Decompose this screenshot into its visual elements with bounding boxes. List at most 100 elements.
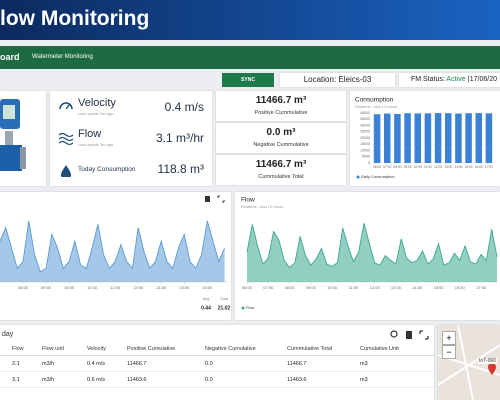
table-card: day Flow Flow unit Velocity Positive Cumula… (0, 325, 434, 400)
bar (424, 113, 432, 163)
table-cell: 3.1 (12, 377, 20, 383)
search-icon[interactable] (390, 330, 398, 338)
total-value: 11466.7 m³ (255, 159, 307, 170)
legend-label: Daily Consumption (361, 174, 395, 179)
column-header: Flow (12, 346, 24, 352)
total-card: 11466.7 m³ Positive Cummulative (216, 91, 346, 121)
y-tick-label: 10000 (360, 148, 370, 152)
status: Active (446, 76, 466, 83)
total-label: Negative Cummulative (253, 142, 309, 148)
x-tick-label: 17:00 (476, 285, 487, 290)
status-label: FM Status: (411, 76, 445, 83)
bar (485, 113, 493, 163)
column-header: Negative Cumulative (205, 346, 256, 352)
zoom-in[interactable]: + (442, 331, 456, 345)
export-icon (205, 196, 210, 202)
table-title: day (2, 331, 14, 338)
location: Location: Eleics-03 (280, 73, 395, 87)
table-header-line (0, 355, 434, 356)
gauge-needle (65, 103, 71, 110)
y-tick-label: 35000 (360, 117, 370, 121)
total-value: 0.0 m³ (266, 127, 296, 138)
fullscreen-icon (217, 195, 225, 203)
area (0, 220, 225, 282)
column-header: Flow unit (42, 346, 65, 352)
bar (394, 114, 401, 163)
summary-value: 0.44 (201, 305, 211, 311)
table-cell: 11466.7 (127, 361, 147, 367)
x-tick-label: 11:00 (87, 285, 97, 290)
table-cell: m3/h (42, 377, 55, 383)
device-image (0, 99, 26, 171)
column-header: Positive Cumulative (127, 346, 176, 352)
x-tick-label: 12:00 (110, 285, 121, 290)
sync-button[interactable]: SYNC (222, 73, 274, 87)
line (246, 223, 498, 269)
y-tick-label: 0 (368, 161, 370, 165)
meter-neck (5, 131, 13, 145)
chart-title: Flow (241, 197, 255, 204)
export-icon[interactable] (406, 331, 412, 339)
waves-icon (58, 132, 74, 146)
bar (455, 113, 462, 163)
column-header: Cummulative Total (287, 346, 333, 352)
x-tick-label: 12:00 (434, 165, 442, 169)
bar (475, 113, 483, 163)
velocity-chart-card: 08:00 09:00 10:00 11:00 12:00 13:00 14:00 15:00… (0, 192, 231, 320)
drop-icon (61, 165, 71, 177)
consumption-card: Consumption Realtime - last 12 hours 0 5000… (350, 91, 500, 186)
meter-flange (20, 147, 26, 169)
x-tick-label: 14:00 (156, 285, 167, 290)
map-pin (488, 363, 496, 375)
bar (444, 113, 452, 163)
legend-swatch (356, 175, 360, 179)
x-tick-label: 08:00 (285, 285, 296, 290)
total-label: Positive Cummulative (254, 110, 308, 116)
line (0, 220, 225, 273)
brand: oard (0, 52, 20, 62)
bar (373, 114, 381, 163)
x-tick-label: 10:00 (64, 285, 75, 290)
bar (404, 113, 411, 163)
y-tick-label: 5000 (362, 155, 370, 159)
x-tick-label: 15:00 (433, 285, 444, 290)
x-tick-label: 11:00 (424, 165, 432, 169)
bar (414, 113, 422, 163)
x-tick-label: 08:00 (393, 165, 401, 169)
x-tick-label: 13:00 (133, 285, 144, 290)
fullscreen-icon[interactable] (419, 330, 429, 340)
table-cell: 0.0 (205, 377, 213, 383)
totals: 11466.7 m³ Positive Cummulative 0.0 m³ Nega… (216, 91, 346, 186)
x-tick-label: 16:00 (202, 285, 213, 290)
x-tick-label: 06:00 (242, 285, 253, 290)
metric-label: Flow (78, 128, 102, 140)
y-tick-label: 15000 (360, 142, 370, 146)
x-tick-label: 15:00 (179, 285, 190, 290)
total-card: 11466.7 m³ Cummulative Total (216, 155, 346, 185)
metric-value: 3.1 m³/hr (155, 131, 204, 145)
x-tick-label: 17:00 (485, 165, 493, 169)
table-cell: m3 (360, 361, 368, 367)
summary-label: Total (220, 296, 229, 301)
zoom-out[interactable]: − (442, 345, 456, 359)
table-tools (390, 330, 429, 340)
table-cell: 11466.7 (287, 361, 307, 367)
column-header: Cumulative Unit (360, 346, 399, 352)
x-tick-label: 09:00 (404, 165, 412, 169)
legend-label: Flow (246, 305, 255, 310)
status-box: FM Status: Active (17/06/20 (399, 73, 500, 87)
metric-label: Today Consumption (78, 166, 136, 173)
x-tick-label: 09:00 (306, 285, 317, 290)
x-tick-label: 13:00 (391, 285, 402, 290)
bar (383, 113, 391, 163)
x-tick-label: 15:00 (465, 165, 473, 169)
summary-value: 21.02 (218, 305, 231, 311)
meter-screen (3, 105, 15, 119)
metric-label: Velocity (78, 97, 116, 109)
column-header: Velocity (87, 346, 106, 352)
x-tick-label: 16:00 (475, 165, 483, 169)
x-tick-label: 14:00 (412, 285, 423, 290)
row-line (0, 387, 434, 388)
table-cell: 11463.6 (127, 377, 147, 383)
